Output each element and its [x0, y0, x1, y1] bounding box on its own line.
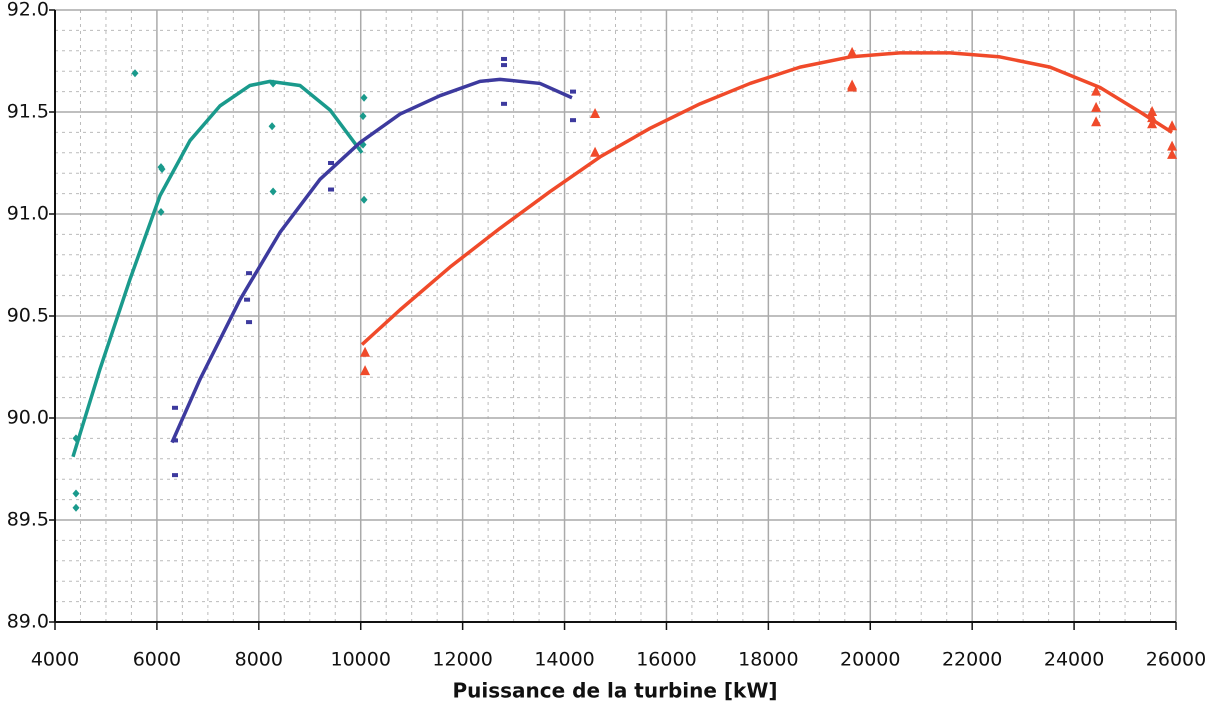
data-point [171, 473, 178, 478]
data-point [171, 438, 178, 443]
data-point [590, 146, 601, 157]
data-point [360, 346, 371, 357]
data-point [1091, 101, 1102, 112]
data-point [328, 161, 335, 165]
x-tick-label: 24000 [1044, 649, 1104, 671]
data-point [360, 365, 371, 376]
y-tick-label: 90.0 [7, 407, 49, 429]
fit-curve [360, 51, 1174, 346]
data-point [72, 434, 80, 443]
data-point [1167, 148, 1178, 159]
data-point [847, 81, 858, 92]
data-point [590, 108, 601, 119]
y-tick-label: 89.0 [7, 611, 49, 633]
data-point [269, 187, 277, 196]
data-point [244, 297, 251, 302]
data-point [269, 79, 277, 88]
data-point [570, 118, 577, 123]
x-tick-label: 4000 [31, 649, 79, 671]
y-tick-label: 91.0 [7, 203, 49, 225]
x-tick-label: 26000 [1146, 649, 1206, 671]
y-tick-label: 91.5 [7, 101, 49, 123]
data-point [1091, 116, 1102, 127]
fit-curve [170, 77, 573, 444]
data-point [72, 503, 80, 512]
data-point [1147, 112, 1158, 123]
data-point [157, 207, 165, 216]
data-point [1147, 106, 1158, 116]
data-point [246, 320, 253, 325]
x-tick-label: 20000 [840, 649, 900, 671]
data-point [1167, 120, 1178, 131]
y-tick-label: 92.0 [7, 0, 49, 21]
x-tick-label: 8000 [235, 649, 283, 671]
data-point [359, 112, 367, 121]
data-point [171, 405, 178, 410]
data-point [246, 271, 253, 276]
x-tick-label: 10000 [331, 649, 391, 671]
data-point [1167, 140, 1178, 151]
data-point [328, 187, 335, 192]
x-axis-label: Puissance de la turbine [kW] [452, 679, 777, 703]
fit-curve [71, 79, 364, 458]
data-point [72, 489, 80, 498]
data-point [158, 165, 166, 174]
x-tick-label: 22000 [942, 649, 1002, 671]
data-point [570, 89, 577, 94]
data-point [1147, 118, 1158, 129]
y-tick-label: 89.5 [7, 509, 49, 531]
x-tick-label: 16000 [636, 649, 696, 671]
x-tick-label: 14000 [534, 649, 594, 671]
data-point [501, 56, 508, 61]
data-point [360, 93, 368, 102]
x-tick-label: 18000 [738, 649, 798, 671]
data-point [360, 195, 368, 204]
data-point [1091, 85, 1102, 96]
x-tick-label: 6000 [133, 649, 181, 671]
y-tick-label: 90.5 [7, 305, 49, 327]
data-point [501, 63, 508, 68]
data-point [501, 101, 508, 106]
x-tick-label: 12000 [432, 649, 492, 671]
data-point [268, 122, 276, 131]
data-point [847, 46, 858, 57]
data-point [131, 69, 139, 78]
